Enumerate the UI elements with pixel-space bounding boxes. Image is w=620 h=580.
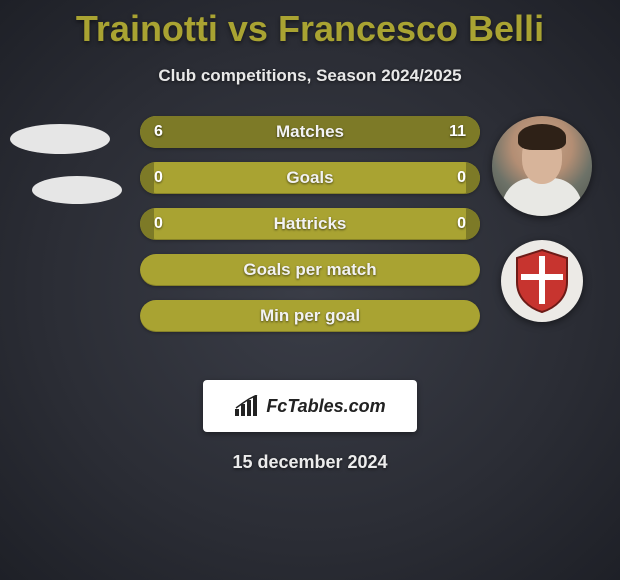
stat-bar-label: Min per goal — [140, 300, 480, 332]
page-subtitle: Club competitions, Season 2024/2025 — [0, 66, 620, 86]
stat-bar-label: Goals — [140, 162, 480, 194]
stat-bar-left-value: 6 — [154, 116, 163, 148]
stat-bar-right-value: 0 — [457, 208, 466, 240]
stat-bar-right-value: 11 — [449, 116, 466, 148]
stat-bar: Matches6 11 — [140, 116, 480, 148]
stat-bar-left-value: 0 — [154, 162, 163, 194]
stat-bar-label: Matches — [140, 116, 480, 148]
fctables-label: FcTables.com — [266, 396, 385, 417]
cross-h — [521, 274, 563, 280]
stat-bar: Min per goal — [140, 300, 480, 332]
comparison-date: 15 december 2024 — [0, 452, 620, 473]
avatar-hair — [518, 124, 566, 150]
stat-bar-label: Hattricks — [140, 208, 480, 240]
stat-bar-right-value: 0 — [457, 162, 466, 194]
player-left-badge-placeholder — [32, 176, 122, 204]
stat-bar-label: Goals per match — [140, 254, 480, 286]
stat-bar: Goals per match — [140, 254, 480, 286]
stat-bars: Matches611Goals00Hattricks00Goals per ma… — [140, 116, 480, 346]
stat-bar-left-value: 0 — [154, 208, 163, 240]
player-right-avatar — [492, 116, 592, 216]
stat-bar: Goals0 0 — [140, 162, 480, 194]
player-left — [10, 116, 120, 246]
player-right-club-badge — [501, 240, 583, 322]
page-title: Trainotti vs Francesco Belli — [0, 0, 620, 50]
stat-bar: Hattricks0 0 — [140, 208, 480, 240]
player-left-avatar-placeholder — [10, 124, 110, 154]
bars-icon — [234, 395, 260, 417]
fctables-watermark: FcTables.com — [203, 380, 417, 432]
shield-icon — [513, 248, 571, 314]
comparison-panel: Matches611Goals00Hattricks00Goals per ma… — [0, 116, 620, 376]
player-right — [492, 116, 592, 322]
